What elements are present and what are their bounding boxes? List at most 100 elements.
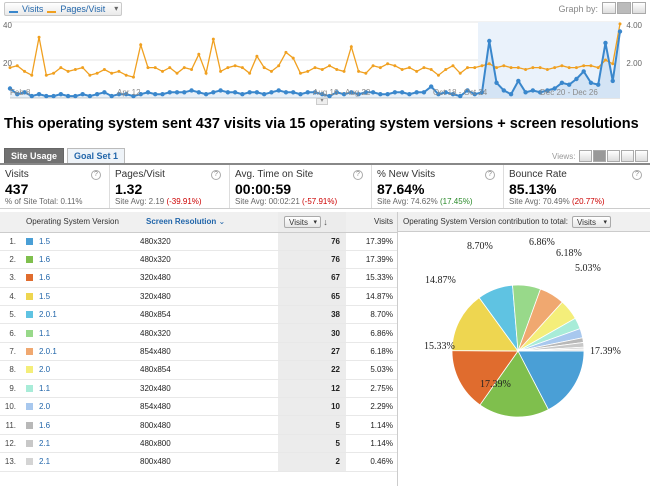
graph-by-day-button[interactable] [602,2,616,14]
visits-point[interactable] [174,90,180,95]
visits-point[interactable] [116,92,122,97]
pages-visit-point[interactable] [386,62,390,66]
table-row[interactable]: 3. 1.6 320x480 67 15.33% [0,268,397,288]
visits-sort-dropdown[interactable]: Visits [284,215,321,228]
table-row[interactable]: 5. 2.0.1 480x854 38 8.70% [0,305,397,325]
pages-visit-point[interactable] [611,62,615,66]
visits-point[interactable] [145,90,151,95]
pie-metric-dropdown[interactable]: Visits [571,215,611,228]
visits-point[interactable] [196,90,202,95]
visits-point[interactable] [15,92,20,97]
pages-visit-point[interactable] [313,66,317,70]
visits-point[interactable] [7,86,13,91]
pages-visit-point[interactable] [596,66,600,70]
pages-visit-point[interactable] [23,69,27,73]
os-version-link[interactable]: 2.0.1 [39,347,57,357]
visits-point[interactable] [327,93,332,99]
visits-point[interactable] [291,90,296,95]
pages-visit-point[interactable] [190,68,194,71]
pages-visit-point[interactable] [175,71,179,75]
pages-visit-point[interactable] [211,37,215,41]
visits-point[interactable] [182,90,187,95]
pages-visit-point[interactable] [240,66,244,70]
os-version-link[interactable]: 2.0 [39,365,51,375]
pages-visit-point[interactable] [59,66,63,70]
pages-visit-point[interactable] [502,64,506,68]
os-version-link[interactable]: 2.0.1 [39,310,57,320]
pages-visit-point[interactable] [603,58,607,62]
pages-visit-point[interactable] [95,71,99,75]
visits-point[interactable] [73,93,78,99]
pages-visit-point[interactable] [553,66,557,70]
visits-point[interactable] [102,90,107,95]
os-version-cell[interactable]: 1.6 [20,250,136,270]
pages-visit-point[interactable] [328,64,332,68]
help-icon[interactable]: ? [485,170,495,180]
pie-slice[interactable] [451,350,519,406]
visits-point[interactable] [545,88,550,93]
pages-visit-point[interactable] [407,66,411,70]
visits-point[interactable] [138,92,143,97]
pages-visit-point[interactable] [204,71,208,75]
os-version-cell[interactable]: 2.0 [20,397,136,417]
pages-visit-point[interactable] [342,69,346,73]
pages-visit-point[interactable] [110,71,114,75]
pages-visit-point[interactable] [37,35,41,39]
visits-point[interactable] [211,90,216,95]
pages-visit-point[interactable] [378,66,382,70]
pages-visit-point[interactable] [400,68,404,71]
pages-visit-point[interactable] [139,43,143,47]
pages-visit-point[interactable] [444,68,448,71]
pages-visit-point[interactable] [495,66,499,70]
pie-slice[interactable] [517,350,585,411]
table-row[interactable]: 6. 1.1 480x320 30 6.86% [0,323,397,343]
pie-slice[interactable] [517,348,585,352]
visits-point[interactable] [385,92,390,97]
visits-point[interactable] [261,92,267,97]
visits-point[interactable] [131,93,136,99]
comparison-view-icon[interactable] [621,150,635,162]
pages-visit-point[interactable] [219,69,223,73]
pages-visit-point[interactable] [255,54,259,58]
os-version-link[interactable]: 1.5 [39,236,51,246]
tab-site-usage[interactable]: Site Usage [4,148,65,163]
visits-point[interactable] [581,69,586,74]
header-visits-sort[interactable]: Visits ↓ [278,212,346,233]
pages-visit-point[interactable] [15,64,19,68]
pages-visit-point[interactable] [291,56,295,60]
pages-visit-point[interactable] [66,69,70,73]
pages-visit-point[interactable] [153,66,157,70]
table-row[interactable]: 8. 2.0 480x854 22 5.03% [0,360,397,380]
os-version-cell[interactable]: 1.6 [20,415,136,435]
visits-point[interactable] [160,92,165,97]
pages-visit-point[interactable] [226,66,230,70]
visits-point[interactable] [29,93,34,99]
visits-point[interactable] [566,82,572,87]
metric-selector[interactable]: Visits Pages/Visit ▾ [4,2,123,16]
visits-point[interactable] [240,92,245,97]
visits-point[interactable] [465,88,470,93]
pages-visit-point[interactable] [233,64,237,68]
header-os-version[interactable]: Operating System Version [20,212,136,233]
visits-point[interactable] [596,82,601,87]
os-version-cell[interactable]: 1.1 [20,379,136,399]
table-row[interactable]: 12. 2.1 480x800 5 1.14% [0,434,397,454]
visits-point[interactable] [450,92,456,97]
visits-point[interactable] [65,93,71,99]
visits-point[interactable] [247,90,252,95]
pages-visit-point[interactable] [509,66,513,70]
pages-visit-point[interactable] [306,69,310,73]
performance-view-icon[interactable] [607,150,621,162]
pages-visit-point[interactable] [516,66,520,70]
pages-visit-point[interactable] [538,66,542,70]
pie-slice[interactable] [479,350,549,418]
visits-point[interactable] [414,90,419,95]
os-version-link[interactable]: 1.6 [39,273,51,283]
visits-point[interactable] [443,90,448,95]
visits-point[interactable] [436,92,441,97]
visits-point[interactable] [334,90,339,95]
pages-visit-point[interactable] [197,52,201,56]
os-version-cell[interactable]: 2.1 [20,452,136,472]
pages-visit-point[interactable] [88,73,92,77]
visits-point[interactable] [407,92,412,97]
